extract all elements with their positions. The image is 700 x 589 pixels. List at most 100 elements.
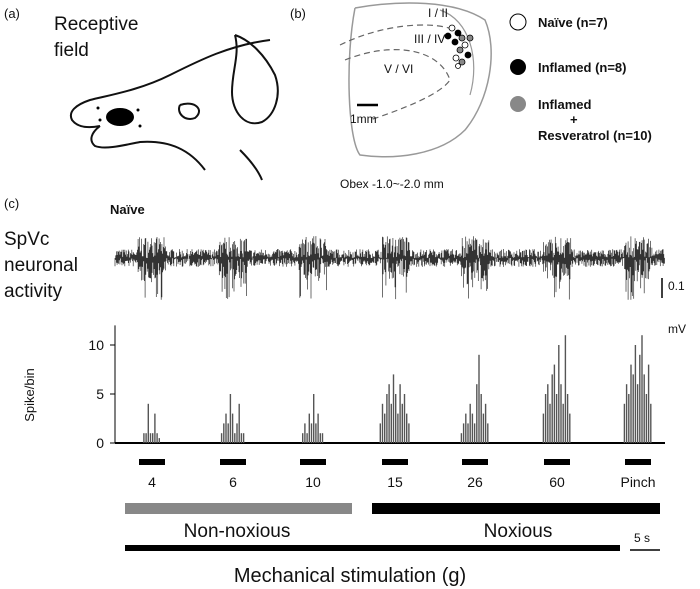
histogram-bar bbox=[549, 403, 551, 443]
histogram-bar bbox=[547, 384, 549, 443]
histogram-bar bbox=[623, 403, 626, 443]
histogram-bar bbox=[469, 403, 471, 443]
histogram-bar bbox=[555, 394, 558, 443]
trace-signal bbox=[114, 236, 665, 300]
volt-scale: mV bbox=[668, 322, 686, 336]
histogram-bar bbox=[152, 433, 154, 443]
category-label: Non-noxious bbox=[184, 521, 291, 542]
y-tick-label: 0 bbox=[96, 435, 104, 451]
histogram-bar bbox=[647, 364, 650, 443]
histogram-bar bbox=[544, 394, 547, 443]
scale-label: 1mm bbox=[350, 112, 377, 126]
histogram-bar bbox=[482, 413, 485, 443]
histogram-bar bbox=[564, 335, 567, 443]
brain-section bbox=[339, 2, 492, 158]
x-axis-label: Mechanical stimulation (g) bbox=[234, 565, 466, 587]
histogram-bar bbox=[476, 384, 478, 443]
histogram-bar bbox=[158, 438, 160, 443]
stimulus-label: 4 bbox=[148, 474, 156, 490]
legend-marker bbox=[509, 13, 527, 31]
histogram-bar bbox=[632, 374, 634, 443]
panel-label: (b) bbox=[290, 6, 306, 21]
volt-scale: 0.1 bbox=[668, 279, 685, 293]
histogram-bar bbox=[306, 433, 308, 443]
histogram-bar bbox=[238, 403, 240, 443]
stimulus-bar bbox=[139, 459, 165, 465]
histogram-bar bbox=[304, 423, 306, 443]
histogram-bar bbox=[395, 394, 397, 443]
histogram-bar bbox=[636, 384, 639, 443]
histogram-bar bbox=[310, 423, 313, 443]
histogram-bar bbox=[220, 433, 223, 443]
legend-text: Naïve (n=7) bbox=[538, 15, 608, 30]
panel-label: (a) bbox=[4, 6, 20, 21]
histogram-bar bbox=[566, 394, 569, 443]
histogram-bar bbox=[149, 433, 152, 443]
legend-marker bbox=[510, 59, 526, 75]
histogram-bar bbox=[390, 403, 392, 443]
stimulus-bar bbox=[300, 459, 326, 465]
histogram-bar bbox=[403, 394, 406, 443]
histogram-bar bbox=[240, 433, 243, 443]
histogram-bar bbox=[462, 423, 465, 443]
histogram-bar bbox=[397, 413, 399, 443]
histogram-bar bbox=[231, 413, 234, 443]
histogram-bar bbox=[560, 384, 562, 443]
legend-text: Inflamed bbox=[538, 97, 592, 112]
group-label: Naïve bbox=[110, 202, 145, 217]
histogram-bar bbox=[625, 384, 628, 443]
histogram-bar bbox=[242, 433, 245, 443]
histogram-bar bbox=[384, 413, 386, 443]
histogram-bar bbox=[406, 413, 408, 443]
histogram-bar bbox=[399, 384, 401, 443]
histogram-bar bbox=[480, 394, 482, 443]
legend-text: Resveratrol (n=10) bbox=[538, 128, 652, 143]
time-scale: 5 s bbox=[634, 531, 650, 545]
whisker-dots bbox=[96, 106, 142, 128]
histogram-bar bbox=[484, 403, 487, 443]
layer-label: V / VI bbox=[384, 62, 413, 76]
histogram-bar bbox=[156, 433, 158, 443]
stimulus-label: 10 bbox=[305, 474, 321, 490]
nonnoxious-bar bbox=[125, 503, 352, 514]
panel-label: (c) bbox=[4, 196, 19, 211]
histogram-bar bbox=[227, 423, 229, 443]
stimulus-label: 26 bbox=[467, 474, 483, 490]
histogram-bar bbox=[569, 413, 571, 443]
histogram-bar bbox=[302, 433, 304, 443]
y-tick-label: 5 bbox=[96, 386, 104, 402]
histogram-bar bbox=[542, 413, 545, 443]
histogram-bar bbox=[381, 403, 384, 443]
stimulus-bar bbox=[462, 459, 488, 465]
legend-text: + bbox=[570, 112, 578, 127]
histogram-bar bbox=[223, 423, 225, 443]
receptive-field bbox=[106, 108, 134, 126]
stimulus-bar bbox=[220, 459, 246, 465]
cell-dots bbox=[444, 24, 474, 69]
noxious-bar bbox=[372, 503, 660, 514]
histogram-bar bbox=[315, 423, 317, 443]
stimulus-bar bbox=[625, 459, 651, 465]
category-label: Noxious bbox=[484, 521, 553, 542]
stimulus-label: 6 bbox=[229, 474, 237, 490]
histogram-bar bbox=[319, 433, 321, 443]
histogram-bar bbox=[408, 423, 410, 443]
histogram-bar bbox=[641, 335, 643, 443]
stimulus-bar bbox=[544, 459, 570, 465]
histogram-bar bbox=[487, 423, 489, 443]
histogram-bar bbox=[386, 394, 388, 443]
histogram-bar bbox=[388, 384, 390, 443]
histogram-bar bbox=[154, 413, 156, 443]
histogram-bar bbox=[645, 394, 648, 443]
histogram-bar bbox=[313, 394, 315, 443]
histogram-bar bbox=[634, 345, 637, 443]
histogram-bar bbox=[143, 433, 145, 443]
legend-text: Inflamed (n=8) bbox=[538, 60, 627, 75]
voltage-trace bbox=[114, 236, 665, 300]
histogram-bar bbox=[236, 423, 238, 443]
title: Receptive bbox=[54, 14, 139, 35]
histogram-bar bbox=[558, 345, 560, 443]
title: field bbox=[54, 40, 89, 61]
histogram-bar bbox=[308, 413, 310, 443]
